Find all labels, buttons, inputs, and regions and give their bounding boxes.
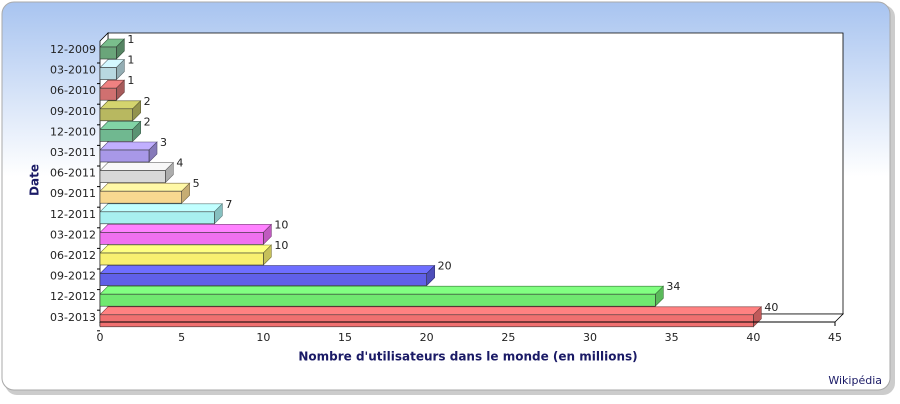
y-tick-label: 12-2012 bbox=[50, 290, 96, 303]
value-label: 1 bbox=[127, 33, 134, 46]
bar bbox=[99, 273, 427, 286]
value-label: 1 bbox=[127, 74, 134, 87]
value-label: 10 bbox=[274, 239, 288, 252]
x-tick-label: 35 bbox=[665, 331, 679, 344]
y-tick-label: 06-2012 bbox=[50, 249, 96, 262]
y-tick-label: 12-2010 bbox=[50, 125, 96, 138]
value-label: 10 bbox=[274, 218, 288, 231]
x-tick-label: 15 bbox=[338, 331, 352, 344]
x-tick-label: 40 bbox=[746, 331, 760, 344]
value-label: 2 bbox=[144, 95, 151, 108]
y-tick-label: 09-2010 bbox=[50, 105, 96, 118]
bar-top bbox=[99, 162, 175, 171]
bar-top bbox=[99, 265, 436, 274]
value-label: 5 bbox=[193, 177, 200, 190]
value-label: 2 bbox=[144, 115, 151, 128]
x-tick-label: 5 bbox=[178, 331, 185, 344]
bar-top bbox=[99, 244, 273, 254]
value-label: 20 bbox=[438, 260, 452, 273]
y-tick-label: 03-2010 bbox=[50, 64, 96, 77]
bar bbox=[99, 67, 117, 80]
y-tick-label: 03-2012 bbox=[50, 228, 96, 241]
y-tick-label: 09-2011 bbox=[50, 187, 96, 200]
bar bbox=[99, 149, 150, 163]
x-tick-label: 30 bbox=[583, 331, 597, 344]
bar bbox=[99, 252, 264, 266]
y-tick-label: 06-2011 bbox=[50, 167, 96, 180]
bar-top bbox=[99, 203, 224, 213]
x-tick-label: 45 bbox=[828, 331, 842, 344]
value-label: 34 bbox=[666, 280, 680, 293]
credit: Wikipédia bbox=[828, 374, 882, 387]
value-label: 3 bbox=[160, 136, 167, 149]
y-tick-label: 03-2011 bbox=[50, 146, 96, 159]
bar bbox=[99, 293, 656, 307]
x-axis-title: Nombre d'utilisateurs dans le monde (en … bbox=[298, 350, 637, 364]
bar bbox=[99, 314, 754, 328]
y-tick-label: 06-2010 bbox=[50, 84, 96, 97]
value-label: 4 bbox=[176, 157, 183, 170]
bar bbox=[99, 232, 264, 245]
bar bbox=[99, 87, 117, 101]
bar bbox=[99, 46, 117, 60]
y-tick-label: 12-2009 bbox=[50, 43, 96, 56]
y-tick-label: 03-2013 bbox=[50, 311, 96, 324]
bar-top bbox=[99, 224, 273, 233]
bar bbox=[99, 211, 215, 225]
x-tick-label: 20 bbox=[420, 331, 434, 344]
y-tick-label: 09-2012 bbox=[50, 270, 96, 283]
y-tick-label: 12-2011 bbox=[50, 208, 96, 221]
bar bbox=[99, 190, 182, 204]
x-tick-label: 0 bbox=[97, 331, 104, 344]
bar-top bbox=[99, 285, 665, 295]
y-axis-title: Date bbox=[28, 164, 42, 196]
bar-top bbox=[99, 182, 191, 192]
value-label: 40 bbox=[764, 301, 778, 314]
bar bbox=[99, 108, 133, 122]
x-tick-label: 10 bbox=[256, 331, 270, 344]
bar bbox=[99, 170, 166, 183]
x-tick-label: 25 bbox=[501, 331, 515, 344]
bar bbox=[99, 129, 133, 142]
value-label: 1 bbox=[127, 54, 134, 67]
value-label: 7 bbox=[225, 198, 232, 211]
bar-top bbox=[99, 306, 763, 316]
bar-top bbox=[99, 141, 158, 151]
